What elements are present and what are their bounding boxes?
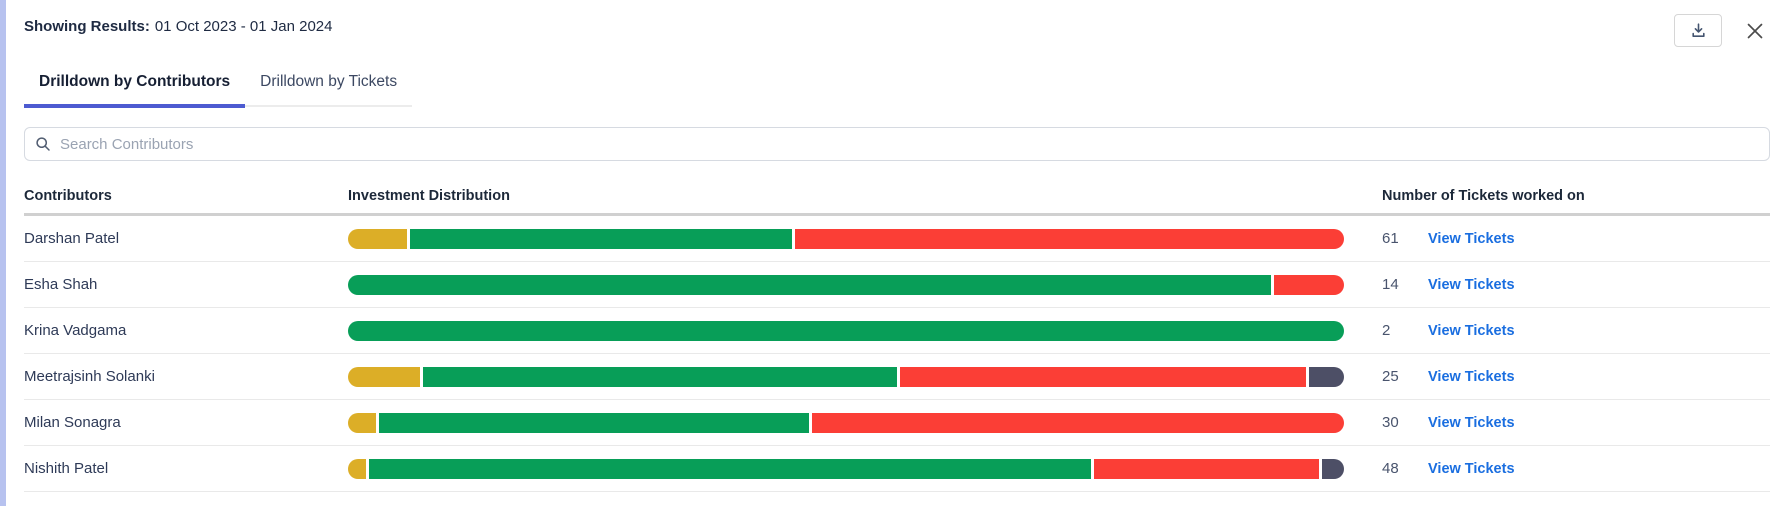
view-tickets-link[interactable]: View Tickets (1428, 230, 1515, 247)
close-button[interactable] (1744, 20, 1766, 42)
header-actions (1674, 14, 1770, 47)
table-header-row: Contributors Investment Distribution Num… (24, 188, 1770, 204)
view-tickets-link[interactable]: View Tickets (1428, 368, 1515, 385)
investment-distribution-bar (348, 458, 1344, 479)
bar-segment-green (368, 458, 1092, 479)
table-row: Darshan Patel 61 View Tickets (24, 216, 1770, 262)
view-tickets-link[interactable]: View Tickets (1428, 460, 1515, 477)
column-header-tickets-worked-on: Number of Tickets worked on (1382, 188, 1585, 204)
view-tickets-cell: View Tickets (1428, 414, 1770, 432)
table-row: Meetrajsinh Solanki 25 View Tickets (24, 354, 1770, 400)
bar-segment-green (410, 228, 792, 249)
bar-segment-red (899, 366, 1307, 387)
contributor-name: Nishith Patel (24, 460, 109, 477)
tickets-count: 25 (1382, 368, 1399, 385)
tickets-count: 14 (1382, 276, 1399, 293)
drilldown-tabs: Drilldown by Contributors Drilldown by T… (24, 63, 413, 108)
search-input[interactable] (60, 135, 1759, 153)
investment-distribution-bar (348, 274, 1344, 295)
date-range-value: 01 Oct 2023 - 01 Jan 2024 (154, 18, 333, 35)
contributor-name: Meetrajsinh Solanki (24, 368, 155, 385)
download-icon (1690, 22, 1707, 39)
bar-segment-slate (1322, 458, 1344, 479)
investment-distribution-bar (348, 412, 1344, 433)
bar-segment-amber (348, 458, 366, 479)
bar-segment-slate (1309, 366, 1344, 387)
search-icon (35, 136, 51, 152)
view-tickets-cell: View Tickets (1428, 276, 1770, 294)
search-bar (24, 127, 1770, 161)
investment-distribution-cell (348, 366, 1344, 387)
view-tickets-link[interactable]: View Tickets (1428, 322, 1515, 339)
bar-segment-red (1094, 458, 1320, 479)
table-row: Esha Shah 14 View Tickets (24, 262, 1770, 308)
contributor-name: Darshan Patel (24, 230, 120, 247)
view-tickets-cell: View Tickets (1428, 230, 1770, 248)
investment-distribution-cell (348, 274, 1344, 295)
investment-distribution-cell (348, 320, 1344, 341)
tickets-count: 30 (1382, 414, 1399, 431)
view-tickets-cell: View Tickets (1428, 368, 1770, 386)
bar-segment-red (812, 412, 1344, 433)
investment-distribution-cell (348, 458, 1344, 479)
close-icon (1744, 20, 1766, 42)
panel-header: Showing Results: 01 Oct 2023 - 01 Jan 202… (24, 0, 1770, 47)
view-tickets-link[interactable]: View Tickets (1428, 276, 1515, 293)
column-header-investment-distribution: Investment Distribution (348, 188, 510, 204)
bar-segment-red (794, 228, 1345, 249)
tab-drilldown-by-tickets[interactable]: Drilldown by Tickets (260, 73, 398, 90)
tickets-count: 61 (1382, 230, 1399, 247)
column-header-contributors: Contributors (24, 188, 112, 204)
bar-segment-amber (348, 366, 421, 387)
header-divider (24, 213, 1770, 216)
left-accent-strip (0, 0, 6, 506)
investment-distribution-bar (348, 366, 1344, 387)
drilldown-panel: Showing Results: 01 Oct 2023 - 01 Jan 202… (24, 0, 1770, 492)
bar-segment-amber (348, 228, 408, 249)
tickets-count: 2 (1382, 322, 1391, 339)
investment-distribution-cell (348, 228, 1345, 249)
bar-segment-green (348, 320, 1344, 341)
showing-results-label: Showing Results: (24, 18, 150, 35)
contributor-name: Milan Sonagra (24, 414, 121, 431)
table-row: Krina Vadgama 2 View Tickets (24, 308, 1770, 354)
investment-distribution-cell (348, 412, 1344, 433)
bar-segment-green (423, 366, 897, 387)
investment-distribution-bar (348, 228, 1345, 249)
contributors-table-body: Darshan Patel 61 View Tickets Esha Shah … (24, 216, 1770, 492)
table-row: Milan Sonagra 30 View Tickets (24, 400, 1770, 446)
contributor-name: Krina Vadgama (24, 322, 127, 339)
view-tickets-cell: View Tickets (1428, 460, 1770, 478)
showing-results-text: Showing Results: 01 Oct 2023 - 01 Jan 202… (24, 14, 332, 35)
view-tickets-link[interactable]: View Tickets (1428, 414, 1515, 431)
bar-segment-amber (348, 412, 376, 433)
bar-segment-green (348, 274, 1272, 295)
bar-segment-green (378, 412, 810, 433)
bar-segment-red (1274, 274, 1344, 295)
investment-distribution-bar (348, 320, 1344, 341)
tab-drilldown-by-contributors[interactable]: Drilldown by Contributors (24, 63, 246, 108)
view-tickets-cell: View Tickets (1428, 322, 1770, 340)
download-button[interactable] (1674, 14, 1722, 47)
tickets-count: 48 (1382, 460, 1399, 477)
table-row: Nishith Patel 48 View Tickets (24, 446, 1770, 492)
contributor-name: Esha Shah (24, 276, 98, 293)
